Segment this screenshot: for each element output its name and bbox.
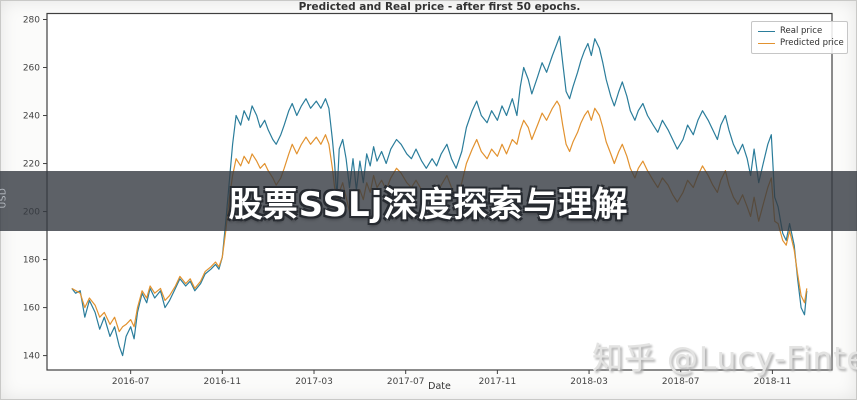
headline-overlay-band: 股票SSLj深度探索与理解: [0, 171, 857, 231]
x-tick-label: 2017-11: [479, 377, 517, 387]
x-tick-label: 2018-03: [570, 377, 608, 387]
y-tick-label: 140: [23, 352, 40, 362]
series-line-real-price: [71, 35, 808, 357]
legend-item-predicted-price: Predicted price: [758, 37, 844, 49]
chart-title: Predicted and Real price - after first 5…: [298, 1, 581, 13]
y-tick-label: 240: [23, 112, 40, 122]
headline-overlay-text: 股票SSLj深度探索与理解: [228, 184, 629, 225]
x-tick-label: 2016-07: [112, 377, 150, 387]
chart-legend: Real price Predicted price: [751, 21, 848, 54]
y-tick-label: 180: [23, 256, 40, 266]
real-price-line-swatch-icon: [758, 30, 775, 32]
x-tick-label: 2017-03: [295, 377, 333, 387]
y-tick-label: 160: [23, 304, 40, 314]
legend-label-predicted-price: Predicted price: [780, 38, 844, 48]
y-tick-label: 260: [23, 64, 40, 74]
legend-item-real-price: Real price: [758, 25, 842, 37]
legend-label-real-price: Real price: [780, 26, 823, 36]
predicted-price-line-swatch-icon: [758, 42, 775, 44]
y-axis-label: USD: [0, 187, 9, 209]
zhihu-watermark: 知乎 @Lucy-Fintech: [592, 341, 857, 377]
x-axis-label: Date: [428, 381, 451, 392]
y-tick-label: 280: [23, 16, 40, 26]
x-tick-label: 2016-11: [204, 377, 242, 387]
x-tick-label: 2017-07: [387, 377, 425, 387]
y-tick-label: 220: [23, 160, 40, 170]
x-tick-label: 2018-07: [662, 377, 700, 387]
x-tick-label: 2018-11: [754, 377, 792, 387]
